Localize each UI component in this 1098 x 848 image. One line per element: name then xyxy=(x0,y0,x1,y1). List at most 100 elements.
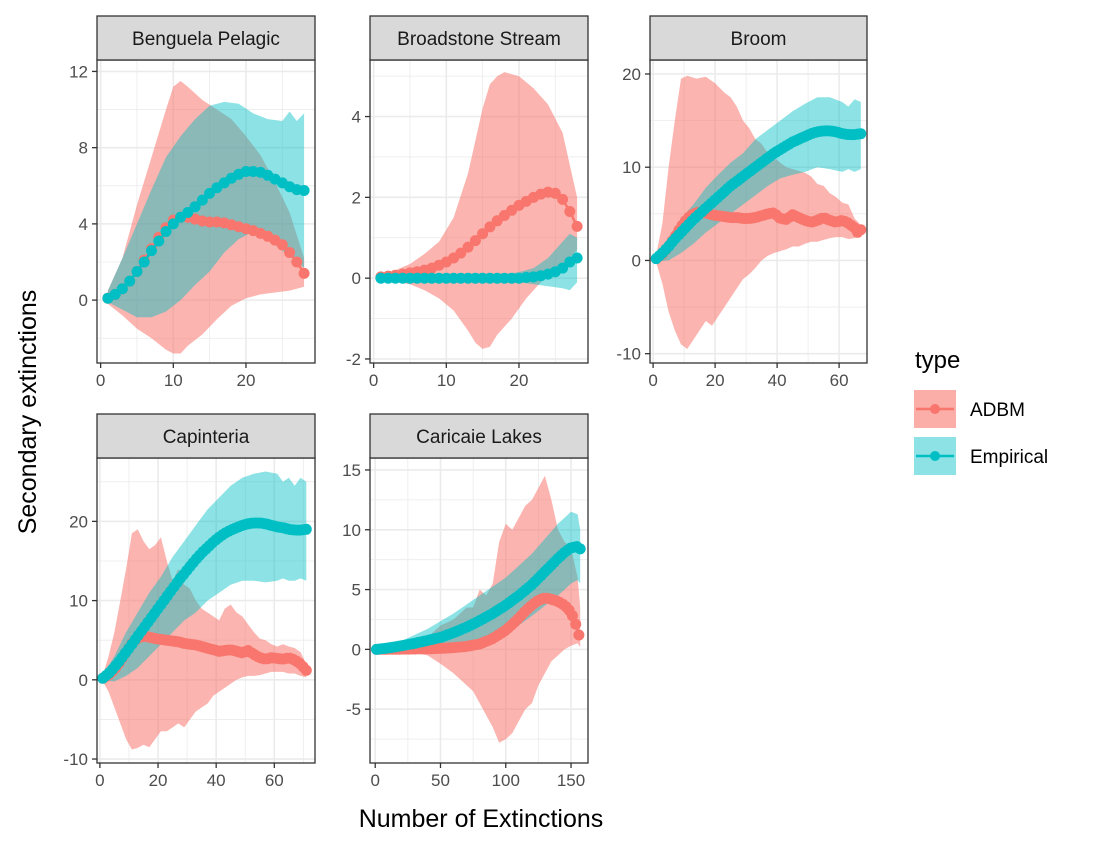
point-empirical xyxy=(300,523,312,535)
x-tick-label: 50 xyxy=(431,771,450,790)
x-tick-label: 20 xyxy=(706,371,725,390)
point-adbm xyxy=(462,241,474,253)
y-tick-label: 4 xyxy=(79,215,88,234)
strip-title: Capinteria xyxy=(163,427,250,448)
point-adbm xyxy=(573,629,585,641)
point-adbm xyxy=(477,228,489,240)
y-tick-label: 10 xyxy=(69,592,88,611)
point-empirical xyxy=(571,252,583,264)
facet-benguela-pelagic: Benguela Pelagic 0 10 20 0 4 8 12 xyxy=(69,15,316,390)
ribbon-empirical xyxy=(107,101,305,318)
point-adbm xyxy=(571,220,583,232)
series-empirical xyxy=(371,541,586,655)
series-empirical xyxy=(650,125,867,265)
y-tick-label: 10 xyxy=(622,158,641,177)
y-tick-label: 0 xyxy=(79,671,88,690)
point-empirical xyxy=(189,201,201,213)
point-adbm xyxy=(564,206,576,217)
y-tick-label: -10 xyxy=(616,345,641,364)
point-empirical xyxy=(153,235,165,247)
y-tick-label: 4 xyxy=(352,108,361,127)
legend-title: type xyxy=(915,347,960,374)
facet-capinteria: Capinteria 0 20 40 60 -10 0 10 20 xyxy=(63,413,316,790)
series-empirical xyxy=(375,252,583,284)
strip-title: Benguela Pelagic xyxy=(132,29,280,50)
legend-label-adbm: ADBM xyxy=(970,400,1025,421)
point-adbm xyxy=(484,221,496,233)
series-empirical xyxy=(102,166,310,304)
strip xyxy=(369,15,589,61)
y-tick-label: 20 xyxy=(622,65,641,84)
y-tick-label: 0 xyxy=(352,269,361,288)
y-tick-label: -2 xyxy=(346,350,361,369)
legend-label-empirical: Empirical xyxy=(970,447,1048,468)
y-tick-label: 12 xyxy=(69,62,88,81)
legend-key-empirical-point xyxy=(930,451,940,461)
point-empirical xyxy=(131,266,143,277)
strip xyxy=(96,413,316,459)
strip xyxy=(96,15,316,61)
strip xyxy=(369,413,589,459)
y-axis-title: Secondary extinctions xyxy=(14,290,42,535)
x-tick-label: 10 xyxy=(437,371,456,390)
x-tick-label: 20 xyxy=(149,771,168,790)
ribbon-empirical xyxy=(376,511,581,652)
y-tick-label: 5 xyxy=(352,581,361,600)
point-empirical xyxy=(574,543,586,555)
x-tick-label: 20 xyxy=(510,371,529,390)
facet-broom: Broom 0 20 40 60 -10 0 10 20 xyxy=(616,15,868,390)
x-tick-label: 10 xyxy=(164,371,183,390)
point-adbm xyxy=(291,256,303,268)
point-empirical xyxy=(298,185,310,196)
y-tick-label: -5 xyxy=(346,700,361,719)
x-tick-label: 150 xyxy=(557,771,585,790)
point-empirical xyxy=(160,226,172,237)
point-empirical xyxy=(138,256,150,268)
x-tick-label: 40 xyxy=(207,771,226,790)
x-tick-label: 20 xyxy=(237,371,256,390)
legend-key-adbm-point xyxy=(930,404,940,414)
point-adbm xyxy=(566,610,578,622)
point-adbm xyxy=(455,247,467,259)
x-tick-label: 60 xyxy=(830,371,849,390)
strip-title: Caricaie Lakes xyxy=(416,427,542,448)
y-tick-label: 15 xyxy=(342,461,361,480)
y-tick-label: 0 xyxy=(79,291,88,310)
legend-entry-empirical: Empirical xyxy=(914,437,1048,475)
x-tick-label: 100 xyxy=(492,771,520,790)
point-adbm xyxy=(284,247,296,258)
point-empirical xyxy=(146,245,157,257)
y-tick-label: 10 xyxy=(342,521,361,540)
point-adbm xyxy=(300,664,312,676)
ribbon-adbm xyxy=(376,475,581,743)
ribbon-adbm xyxy=(102,529,307,750)
y-tick-label: 8 xyxy=(79,139,88,158)
point-adbm xyxy=(298,267,310,279)
y-tick-label: 20 xyxy=(69,512,88,531)
point-empirical xyxy=(116,283,128,295)
y-tick-label: -10 xyxy=(63,750,88,769)
point-adbm xyxy=(276,239,288,251)
strip-title: Broadstone Stream xyxy=(397,29,561,50)
strip-title: Broom xyxy=(731,29,787,50)
legend-entry-adbm: ADBM xyxy=(914,390,1025,428)
y-tick-label: 0 xyxy=(632,251,641,270)
x-axis-title: Number of Extinctions xyxy=(359,805,604,833)
point-adbm xyxy=(570,618,582,630)
point-adbm xyxy=(855,224,867,236)
point-empirical xyxy=(557,262,569,274)
x-tick-label: 40 xyxy=(768,371,787,390)
point-adbm xyxy=(469,235,481,247)
x-tick-label: 0 xyxy=(648,371,657,390)
facet-broadstone-stream: Broadstone Stream 0 10 20 -2 0 2 4 xyxy=(346,15,589,390)
point-empirical xyxy=(167,218,179,230)
point-adbm xyxy=(557,193,569,205)
x-tick-label: 60 xyxy=(265,771,284,790)
point-empirical xyxy=(855,128,867,140)
legend: type ADBM Empirical xyxy=(914,347,1048,475)
facet-caricaie-lakes: Caricaie Lakes 0 50 100 150 -5 0 5 10 15 xyxy=(342,413,589,790)
point-adbm xyxy=(549,187,561,199)
x-tick-label: 0 xyxy=(95,771,104,790)
x-tick-label: 0 xyxy=(96,371,105,390)
x-tick-label: 0 xyxy=(369,371,378,390)
